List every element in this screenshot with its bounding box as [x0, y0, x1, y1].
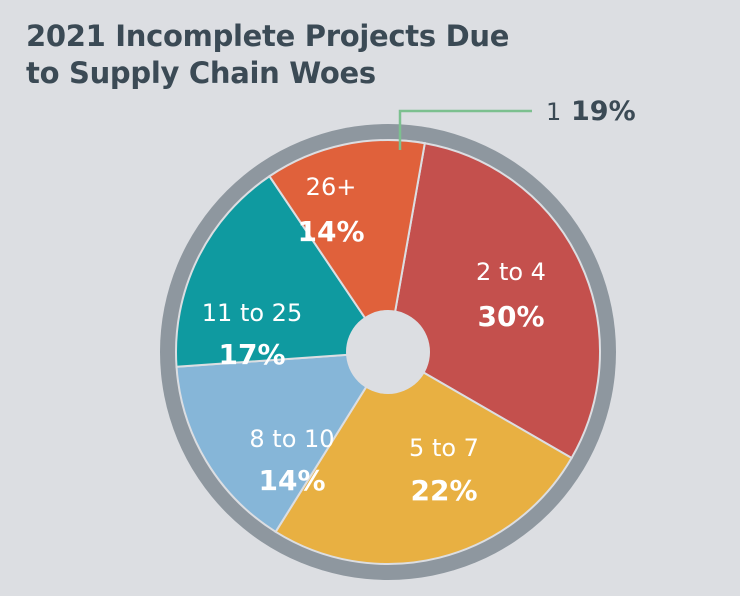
slice-value-4: 17%	[218, 338, 285, 371]
pie-slice-4	[175, 174, 390, 368]
chart-title: 2021 Incomplete Projects Due to Supply C…	[26, 18, 586, 92]
slice-label-3: 8 to 10	[249, 425, 334, 453]
pie-slice-5	[268, 139, 426, 355]
slice-value-1: 30%	[477, 300, 544, 333]
slice-label-1: 2 to 4	[476, 258, 546, 286]
slice-label-5: 26+	[306, 173, 357, 201]
slice-label-0: 1	[546, 98, 561, 126]
slice-value-5: 14%	[297, 215, 364, 248]
chart-title-line-2: to Supply Chain Woes	[26, 56, 376, 90]
chart-title-line-1: 2021 Incomplete Projects Due	[26, 19, 510, 53]
pie-slice-3	[175, 350, 390, 534]
slice-value-2: 22%	[410, 474, 477, 507]
slice-label-4: 11 to 25	[202, 299, 302, 327]
pie-slices	[175, 138, 601, 565]
pie-labels: 1 19% 2 to 4 30% 5 to 7 22% 8 to 10 14% 11 to 25…	[202, 96, 636, 507]
callout-leader-line	[398, 109, 532, 150]
pie-center-hole	[346, 310, 430, 394]
slice-label-2: 5 to 7	[409, 434, 479, 462]
pie-slice-2	[274, 350, 573, 565]
pie-slice-1	[386, 142, 601, 460]
slice-value-3: 14%	[258, 464, 325, 497]
slice-value-0: 19%	[571, 96, 636, 127]
